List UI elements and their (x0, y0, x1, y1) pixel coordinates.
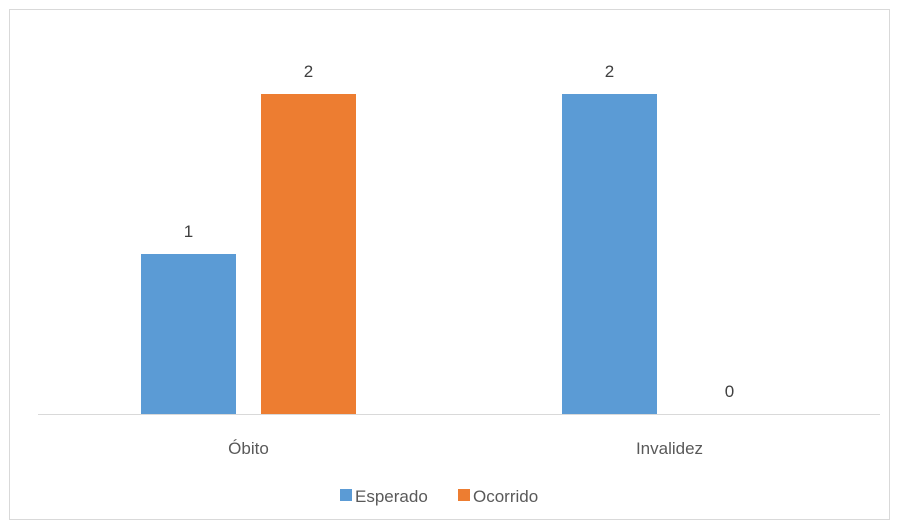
data-label-esperado-1: 2 (605, 62, 614, 81)
data-label-ocorrido-0: 2 (304, 62, 313, 81)
legend-label-esperado: Esperado (355, 487, 428, 506)
bar-esperado-0 (141, 254, 236, 414)
legend-swatch-ocorrido (458, 489, 470, 501)
legend: Esperado Ocorrido (340, 487, 538, 506)
data-label-ocorrido-1: 0 (725, 382, 734, 401)
bar-esperado-1 (562, 94, 657, 414)
category-label-1: Invalidez (636, 439, 703, 458)
category-label-0: Óbito (228, 439, 269, 458)
bar-ocorrido-0 (261, 94, 356, 414)
data-label-esperado-0: 1 (184, 222, 193, 241)
legend-label-ocorrido: Ocorrido (473, 487, 538, 506)
legend-swatch-esperado (340, 489, 352, 501)
